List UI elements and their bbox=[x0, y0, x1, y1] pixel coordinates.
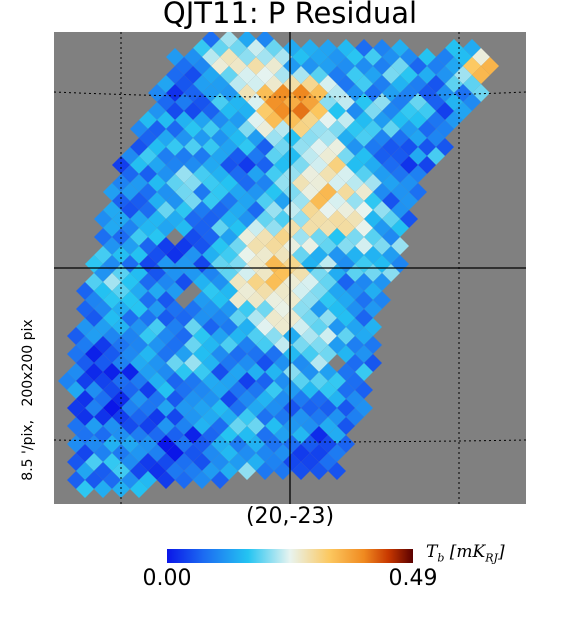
map-pixel bbox=[175, 471, 193, 489]
map-pixel bbox=[238, 462, 256, 480]
map-pixel bbox=[193, 471, 211, 489]
map-pixel bbox=[256, 462, 274, 480]
colorbar bbox=[167, 549, 413, 563]
map-pixel bbox=[211, 471, 229, 489]
unit-symbol: Tb bbox=[426, 542, 445, 565]
map-pixel bbox=[274, 462, 292, 480]
chart-title: QJT11: P Residual bbox=[162, 0, 418, 30]
map-pixel bbox=[220, 32, 238, 48]
graticule bbox=[54, 32, 526, 504]
map-pixel bbox=[130, 480, 148, 498]
colorbar-min-label: 0.00 bbox=[142, 566, 192, 591]
map-pixel bbox=[328, 462, 346, 480]
map-pixel bbox=[157, 471, 175, 489]
map-pixel bbox=[238, 32, 256, 48]
colorbar-unit-label: Tb [mKRJ] bbox=[426, 542, 505, 565]
map-pixel bbox=[256, 32, 274, 48]
colorbar-max-label: 0.49 bbox=[388, 566, 438, 591]
map-pixel bbox=[310, 462, 328, 480]
map-pixel bbox=[202, 32, 220, 48]
map-pixels bbox=[58, 32, 499, 498]
map-pixel bbox=[94, 480, 112, 498]
map-pixel bbox=[76, 480, 94, 498]
map-pixel bbox=[292, 462, 310, 480]
center-coordinate-label: (20,-23) bbox=[245, 504, 335, 529]
